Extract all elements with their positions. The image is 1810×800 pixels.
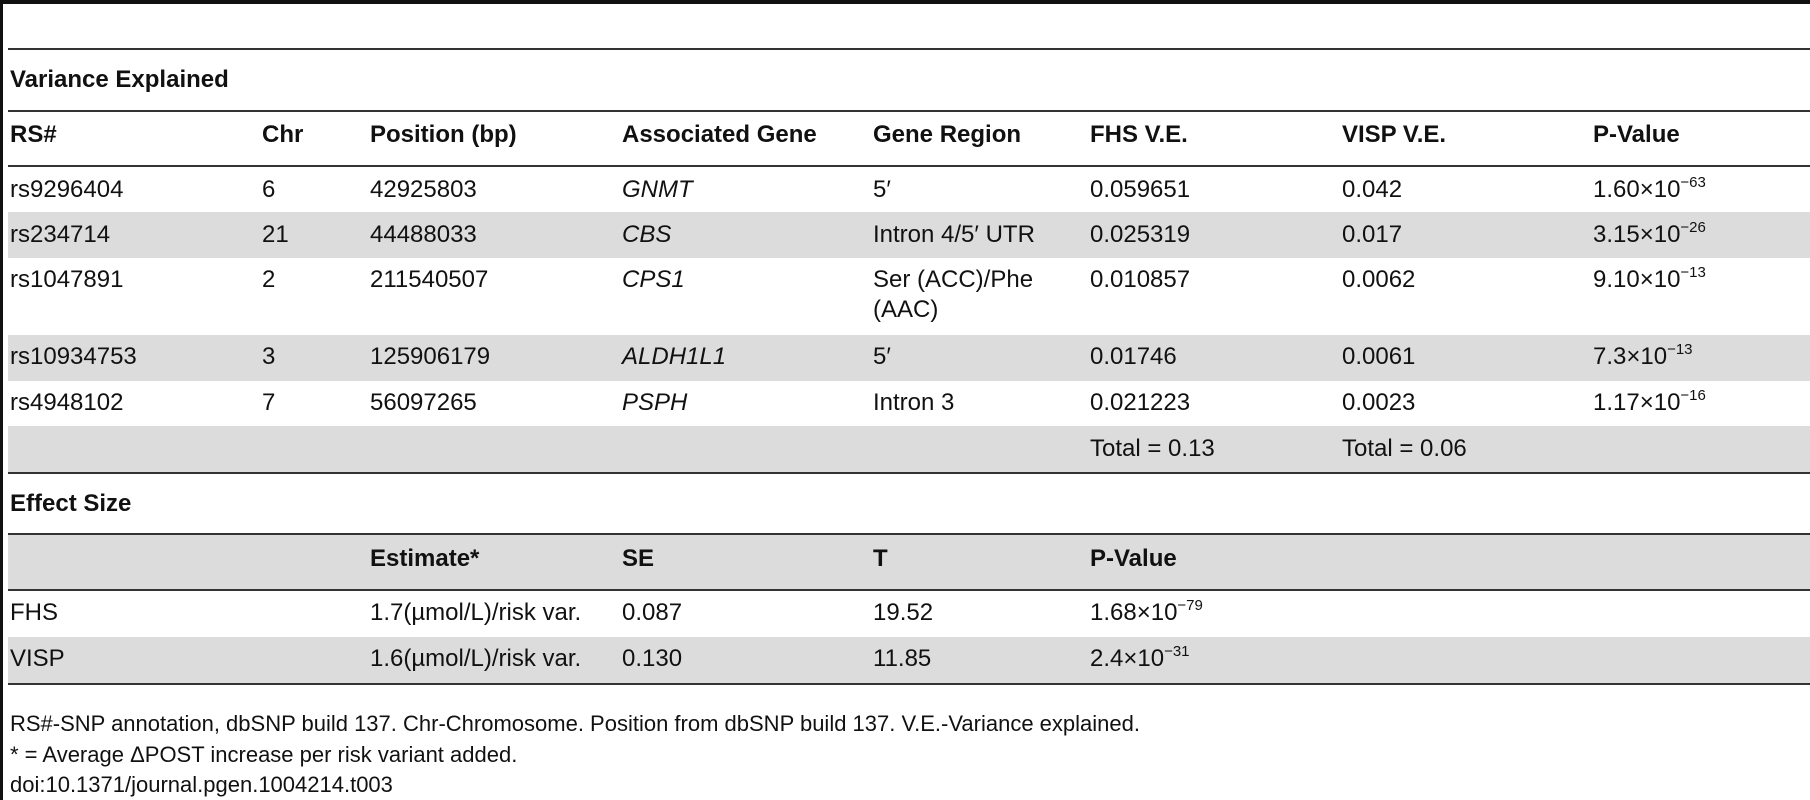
pvalue-exponent: −13 xyxy=(1667,341,1693,358)
col-header-pvalue: P-Value xyxy=(1593,121,1680,148)
col-header-visp-ve: VISP V.E. xyxy=(1342,121,1447,148)
cell-visp-ve: 0.0023 xyxy=(1342,389,1416,416)
cell-chr: 7 xyxy=(262,389,276,416)
col-header-pvalue: P-Value xyxy=(1090,545,1177,572)
pvalue-base: 3.15×10 xyxy=(1593,221,1681,248)
pvalue-exponent: −31 xyxy=(1164,643,1190,660)
cell-estimate: 1.6(µmol/L)/risk var. xyxy=(370,645,582,672)
pvalue-base: 1.60×10 xyxy=(1593,176,1681,203)
pvalue-exponent: −16 xyxy=(1680,387,1706,404)
cell-visp-ve: 0.0062 xyxy=(1342,266,1416,293)
cell-chr: 21 xyxy=(262,221,289,248)
cell-label: FHS xyxy=(10,599,58,626)
cell-fhs-ve: 0.059651 xyxy=(1090,176,1191,203)
cell-position: 211540507 xyxy=(370,266,489,293)
cell-t: 11.85 xyxy=(873,645,932,672)
rule xyxy=(8,48,1810,50)
cell-position: 125906179 xyxy=(370,343,491,370)
cell-position: 44488033 xyxy=(370,221,477,248)
cell-fhs-ve: 0.025319 xyxy=(1090,221,1191,248)
cell-t: 19.52 xyxy=(873,599,934,626)
cell-estimate: 1.7(µmol/L)/risk var. xyxy=(370,599,582,626)
rule xyxy=(8,110,1810,112)
pvalue-exponent: −26 xyxy=(1680,219,1706,236)
cell-region: Ser (ACC)/Phe (AAC) xyxy=(873,266,1034,323)
pvalue-exponent: −13 xyxy=(1680,264,1706,281)
col-header-position: Position (bp) xyxy=(370,121,517,148)
pvalue-exponent: −79 xyxy=(1177,597,1203,614)
rule xyxy=(8,472,1810,474)
cell-se: 0.130 xyxy=(622,645,683,672)
cell-fhs-ve: 0.021223 xyxy=(1090,389,1191,416)
cell-position: 56097265 xyxy=(370,389,477,416)
cell-visp-ve: 0.042 xyxy=(1342,176,1403,203)
header-band xyxy=(8,535,1810,589)
cell-position: 42925803 xyxy=(370,176,477,203)
footnote-estimate: * = Average ΔPOST increase per risk vari… xyxy=(10,742,518,767)
pvalue-exponent: −63 xyxy=(1680,174,1706,191)
col-header-rs: RS# xyxy=(10,121,57,148)
cell-rs: rs4948102 xyxy=(10,389,124,416)
cell-rs: rs9296404 xyxy=(10,176,124,203)
cell-pvalue: 1.17×10−16 xyxy=(1593,388,1706,418)
cell-chr: 3 xyxy=(262,343,276,370)
cell-visp-ve: 0.017 xyxy=(1342,221,1403,248)
pvalue-base: 2.4×10 xyxy=(1090,645,1165,672)
row-band xyxy=(8,426,1810,472)
col-header-t: T xyxy=(873,545,888,572)
cell-pvalue: 1.60×10−63 xyxy=(1593,175,1706,205)
cell-chr: 6 xyxy=(262,176,276,203)
pvalue-base: 1.68×10 xyxy=(1090,599,1178,626)
cell-rs: rs1047891 xyxy=(10,266,124,293)
rule xyxy=(8,589,1810,591)
left-border xyxy=(0,0,3,800)
col-header-se: SE xyxy=(622,545,655,572)
pvalue-base: 9.10×10 xyxy=(1593,266,1681,293)
cell-gene: PSPH xyxy=(622,389,688,416)
rule xyxy=(8,683,1810,685)
cell-label: VISP xyxy=(10,645,65,672)
cell-pvalue: 2.4×10−31 xyxy=(1090,644,1190,674)
cell-region: 5′ xyxy=(873,343,891,370)
row-band xyxy=(8,212,1810,258)
cell-chr: 2 xyxy=(262,266,276,293)
cell-region: Intron 3 xyxy=(873,389,955,416)
cell-region: 5′ xyxy=(873,176,891,203)
cell-region: Intron 4/5′ UTR xyxy=(873,221,1035,248)
rule xyxy=(8,533,1810,535)
col-header-chr: Chr xyxy=(262,121,304,148)
total-fhs-ve: Total = 0.13 xyxy=(1090,435,1215,462)
pvalue-base: 1.17×10 xyxy=(1593,389,1681,416)
cell-rs: rs234714 xyxy=(10,221,111,248)
col-header-gene: Associated Gene xyxy=(622,121,817,148)
footnote-doi: doi:10.1371/journal.pgen.1004214.t003 xyxy=(10,772,393,797)
cell-visp-ve: 0.0061 xyxy=(1342,343,1416,370)
row-band xyxy=(8,637,1810,683)
col-header-region: Gene Region xyxy=(873,121,1022,148)
section-title-variance: Variance Explained xyxy=(10,66,229,93)
row-band xyxy=(8,335,1810,381)
cell-fhs-ve: 0.01746 xyxy=(1090,343,1177,370)
total-visp-ve: Total = 0.06 xyxy=(1342,435,1467,462)
top-border xyxy=(0,0,1810,4)
footnote-abbreviations: RS#-SNP annotation, dbSNP build 137. Chr… xyxy=(10,711,1140,736)
cell-gene: ALDH1L1 xyxy=(622,343,727,370)
cell-gene: CBS xyxy=(622,221,672,248)
section-title-effect-size: Effect Size xyxy=(10,490,132,517)
cell-rs: rs10934753 xyxy=(10,343,137,370)
pvalue-base: 7.3×10 xyxy=(1593,343,1668,370)
col-header-estimate: Estimate* xyxy=(370,545,480,572)
col-header-fhs-ve: FHS V.E. xyxy=(1090,121,1188,148)
cell-gene: CPS1 xyxy=(622,266,685,293)
cell-fhs-ve: 0.010857 xyxy=(1090,266,1191,293)
rule xyxy=(8,165,1810,167)
cell-pvalue: 1.68×10−79 xyxy=(1090,598,1203,628)
cell-pvalue: 7.3×10−13 xyxy=(1593,342,1693,372)
cell-pvalue: 9.10×10−13 xyxy=(1593,265,1706,295)
cell-pvalue: 3.15×10−26 xyxy=(1593,220,1706,250)
cell-gene: GNMT xyxy=(622,176,693,203)
cell-se: 0.087 xyxy=(622,599,683,626)
